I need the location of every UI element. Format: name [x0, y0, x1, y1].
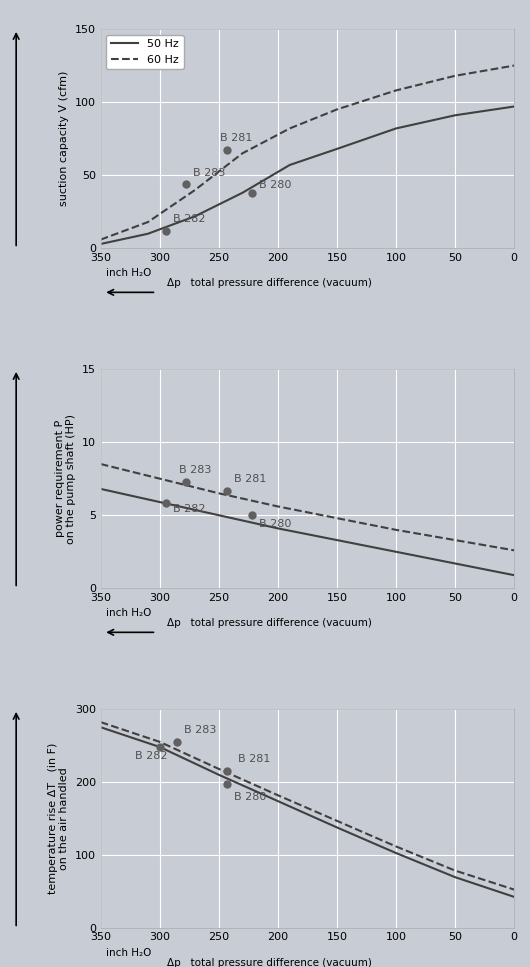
Text: B 282: B 282	[135, 751, 167, 761]
Text: inch H₂O: inch H₂O	[106, 949, 152, 958]
Text: Δp   total pressure difference (vacuum): Δp total pressure difference (vacuum)	[167, 958, 372, 967]
Text: B 280: B 280	[234, 792, 267, 802]
Text: B 281: B 281	[234, 474, 267, 484]
Y-axis label: temperature rise ΔT   (in F)
on the air handled: temperature rise ΔT (in F) on the air ha…	[48, 743, 69, 894]
Text: inch H₂O: inch H₂O	[106, 608, 152, 619]
Text: Δp   total pressure difference (vacuum): Δp total pressure difference (vacuum)	[167, 278, 372, 288]
Text: B 281: B 281	[238, 754, 271, 764]
Y-axis label: suction capacity V (cfm): suction capacity V (cfm)	[59, 71, 69, 206]
Text: B 280: B 280	[259, 180, 291, 190]
Text: B 283: B 283	[184, 725, 217, 735]
Text: B 281: B 281	[220, 133, 252, 143]
Text: B 282: B 282	[173, 214, 205, 224]
Text: B 280: B 280	[259, 519, 291, 529]
Text: B 283: B 283	[179, 465, 211, 475]
Text: B 283: B 283	[193, 168, 225, 179]
Text: inch H₂O: inch H₂O	[106, 269, 152, 278]
Y-axis label: power requirement P
on the pump shaft (HP): power requirement P on the pump shaft (H…	[55, 414, 76, 543]
Text: B 282: B 282	[173, 504, 205, 513]
Legend: 50 Hz, 60 Hz: 50 Hz, 60 Hz	[106, 35, 183, 69]
Text: Δp   total pressure difference (vacuum): Δp total pressure difference (vacuum)	[167, 618, 372, 629]
